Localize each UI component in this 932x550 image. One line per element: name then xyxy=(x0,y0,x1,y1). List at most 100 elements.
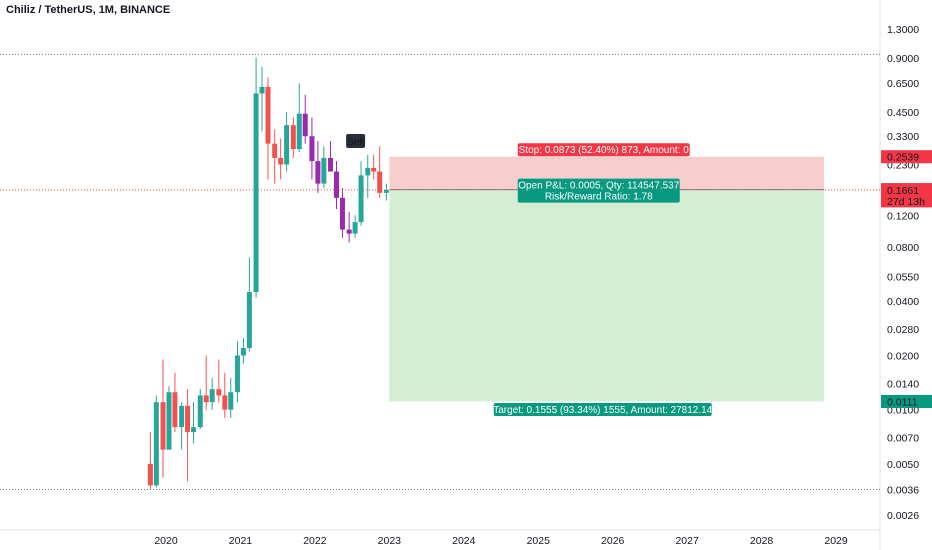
stop-label-bg xyxy=(517,143,690,157)
candle xyxy=(216,359,222,403)
candle xyxy=(185,389,191,482)
price-tick-label: 0.1200 xyxy=(887,210,919,222)
candle xyxy=(321,146,327,189)
time-tick-label: 2027 xyxy=(675,535,699,547)
candle xyxy=(240,337,246,364)
time-tick-label: 2020 xyxy=(154,535,178,547)
candle xyxy=(296,83,302,152)
target-label-bg xyxy=(493,402,712,416)
price-tag-bg xyxy=(881,150,932,164)
candle-body xyxy=(228,392,234,410)
sell-marker-bg xyxy=(346,134,366,148)
time-tick-label: 2024 xyxy=(452,535,476,547)
candle-body xyxy=(197,395,203,428)
time-tick-label: 2022 xyxy=(303,535,327,547)
price-tick-label: 0.0550 xyxy=(887,271,919,283)
time-tick-label: 2023 xyxy=(378,535,402,547)
price-tag-bg xyxy=(881,183,932,208)
price-tick-label: 0.0200 xyxy=(887,350,919,362)
candle-body xyxy=(185,405,191,433)
price-tick-label: 0.0036 xyxy=(887,485,919,497)
candle-body xyxy=(216,389,222,396)
candle xyxy=(172,372,178,433)
time-tick-label: 2025 xyxy=(527,535,551,547)
candle-body xyxy=(153,402,159,486)
candle-body xyxy=(147,463,153,486)
candle-body xyxy=(278,157,284,165)
candle xyxy=(222,372,228,418)
candle xyxy=(290,117,296,158)
candle xyxy=(265,77,271,180)
candle-body xyxy=(234,355,240,393)
candle xyxy=(346,212,352,243)
price-tag-text: 0.2539 xyxy=(887,152,919,164)
target-zone xyxy=(389,189,825,402)
price-tag-bg xyxy=(881,394,932,408)
pnl-label-text: Open P&L: 0.0005, Qty: 114547.537 xyxy=(518,181,679,192)
candle xyxy=(377,146,383,198)
candle-body xyxy=(365,167,371,176)
pnl-label: Open P&L: 0.0005, Qty: 114547.537Risk/Re… xyxy=(517,178,680,203)
price-tick-label: 1.3000 xyxy=(887,24,919,36)
candle-body xyxy=(265,86,271,144)
time-tick-label: 2026 xyxy=(601,535,625,547)
candle xyxy=(284,111,290,172)
price-tick-label: 0.0280 xyxy=(887,324,919,336)
price-tick-label: 0.0070 xyxy=(887,433,919,445)
candle xyxy=(197,389,203,430)
candle-body xyxy=(383,189,389,193)
candle xyxy=(234,341,240,403)
stop-label-text: Stop: 0.0873 (52.40%) 873, Amount: 0 xyxy=(519,145,690,156)
candle-body xyxy=(309,136,315,162)
candle xyxy=(333,161,339,210)
candle-body xyxy=(172,392,178,428)
price-tick-label: 0.0026 xyxy=(887,510,919,522)
candle-body xyxy=(346,229,352,234)
candle-body xyxy=(259,86,265,94)
price-tick-label: 0.0800 xyxy=(887,242,919,254)
candle xyxy=(209,377,215,410)
sell-marker-text: Sell xyxy=(347,136,365,148)
candle xyxy=(309,117,315,180)
candle-body xyxy=(296,113,302,150)
candle-body xyxy=(328,157,334,172)
candle-body xyxy=(209,389,215,403)
candle-body xyxy=(272,143,278,158)
candle xyxy=(371,154,377,180)
candle-body xyxy=(302,113,308,137)
time-tick-label: 2028 xyxy=(750,535,774,547)
price-tick-label: 0.6500 xyxy=(887,78,919,90)
candle-body xyxy=(203,395,209,403)
price-tag: 0.0111 xyxy=(881,394,932,408)
candle xyxy=(328,141,334,172)
candle xyxy=(153,395,159,488)
candle-body xyxy=(290,125,296,150)
candle xyxy=(315,141,321,193)
candle-body xyxy=(222,395,228,410)
price-tag-text: 0.0111 xyxy=(887,396,918,408)
pnl-label-bg xyxy=(517,178,680,203)
candle-body xyxy=(240,347,246,356)
price-tag: 0.2539 xyxy=(881,150,932,164)
candle xyxy=(228,377,234,418)
candle-body xyxy=(371,167,377,172)
price-tick-label: 0.0050 xyxy=(887,459,919,471)
candle xyxy=(339,188,345,238)
candle xyxy=(147,432,153,490)
candle-body xyxy=(246,292,252,348)
candle xyxy=(191,402,197,444)
stop-label: Stop: 0.0873 (52.40%) 873, Amount: 0 xyxy=(517,143,690,157)
price-tag-countdown: 27d 13h xyxy=(887,196,925,208)
pnl-label-text: Risk/Reward Ratio: 1.78 xyxy=(545,192,653,203)
candle-body xyxy=(377,171,383,193)
candle-body xyxy=(160,402,166,450)
candle xyxy=(203,355,209,410)
candle-body xyxy=(352,222,358,234)
candle-body xyxy=(191,427,197,433)
candle xyxy=(365,154,371,198)
candle xyxy=(302,94,308,144)
candle xyxy=(166,386,172,450)
candle xyxy=(160,359,166,478)
